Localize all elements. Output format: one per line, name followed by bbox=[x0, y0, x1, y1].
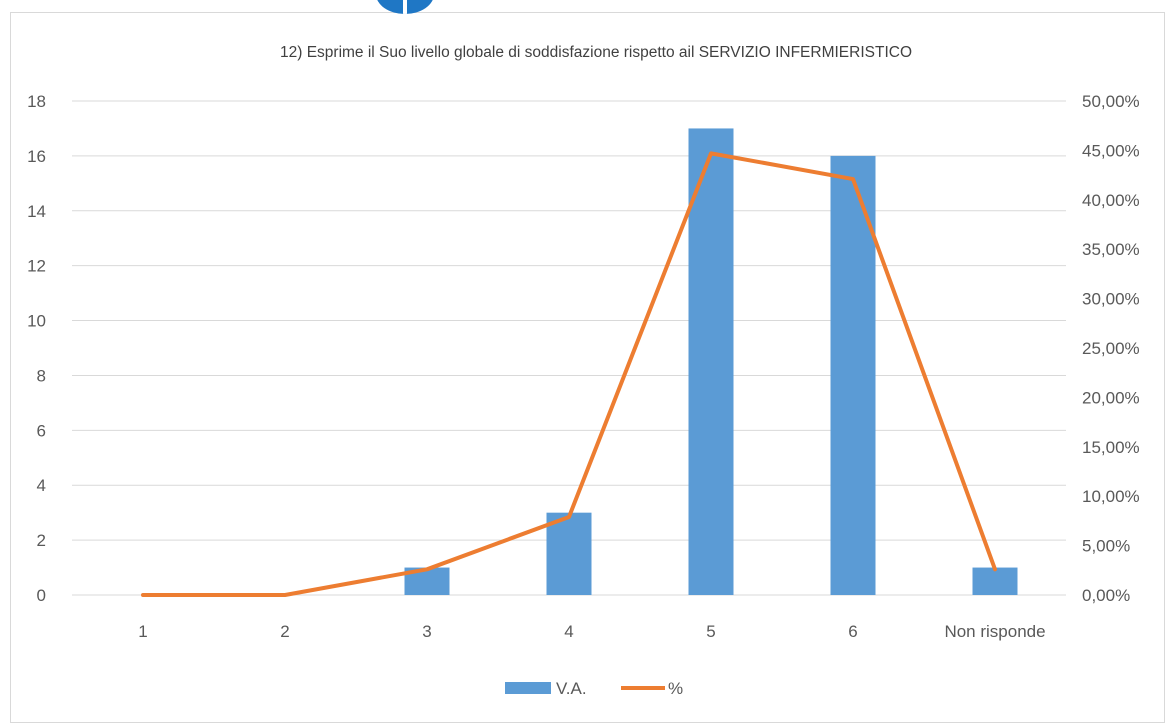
y-right-tick-label: 10,00% bbox=[1082, 487, 1140, 506]
y-right-tick-label: 50,00% bbox=[1082, 92, 1140, 111]
y-left-tick-label: 4 bbox=[37, 476, 46, 495]
legend-label-percent: % bbox=[668, 679, 683, 698]
y-left-tick-label: 8 bbox=[37, 366, 46, 385]
x-tick-label: 6 bbox=[848, 622, 857, 641]
y-left-tick-label: 18 bbox=[27, 92, 46, 111]
y-right-tick-label: 5,00% bbox=[1082, 537, 1130, 556]
legend-label-va: V.A. bbox=[556, 679, 587, 698]
x-tick-label: 2 bbox=[280, 622, 289, 641]
y-right-tick-label: 35,00% bbox=[1082, 240, 1140, 259]
x-tick-label: 3 bbox=[422, 622, 431, 641]
y-left-tick-label: 6 bbox=[37, 421, 46, 440]
y-right-tick-label: 15,00% bbox=[1082, 438, 1140, 457]
y-left-tick-label: 2 bbox=[37, 531, 46, 550]
y-left-tick-label: 14 bbox=[27, 202, 46, 221]
legend: V.A.% bbox=[505, 679, 683, 698]
x-tick-label: 4 bbox=[564, 622, 573, 641]
y-right-tick-label: 0,00% bbox=[1082, 586, 1130, 605]
y-left-tick-label: 0 bbox=[37, 586, 46, 605]
y-left-tick-label: 16 bbox=[27, 147, 46, 166]
y-right-tick-label: 30,00% bbox=[1082, 290, 1140, 309]
bar-va bbox=[972, 567, 1018, 595]
x-tick-label: 1 bbox=[138, 622, 147, 641]
y-left-tick-label: 12 bbox=[27, 257, 46, 276]
logo-icon bbox=[376, 0, 434, 14]
legend-swatch-va bbox=[505, 682, 551, 694]
y-right-tick-label: 40,00% bbox=[1082, 191, 1140, 210]
y-right-tick-label: 25,00% bbox=[1082, 339, 1140, 358]
bar-va bbox=[830, 155, 876, 595]
x-tick-label: 5 bbox=[706, 622, 715, 641]
chart-frame bbox=[10, 12, 1165, 723]
chart-title: 12) Esprime il Suo livello globale di so… bbox=[280, 44, 912, 61]
bar-va bbox=[546, 512, 592, 595]
y-right-tick-label: 20,00% bbox=[1082, 388, 1140, 407]
x-tick-label: Non risponde bbox=[944, 622, 1045, 641]
bar-va bbox=[688, 128, 734, 595]
y-left-tick-label: 10 bbox=[27, 312, 46, 331]
y-right-tick-label: 45,00% bbox=[1082, 141, 1140, 160]
